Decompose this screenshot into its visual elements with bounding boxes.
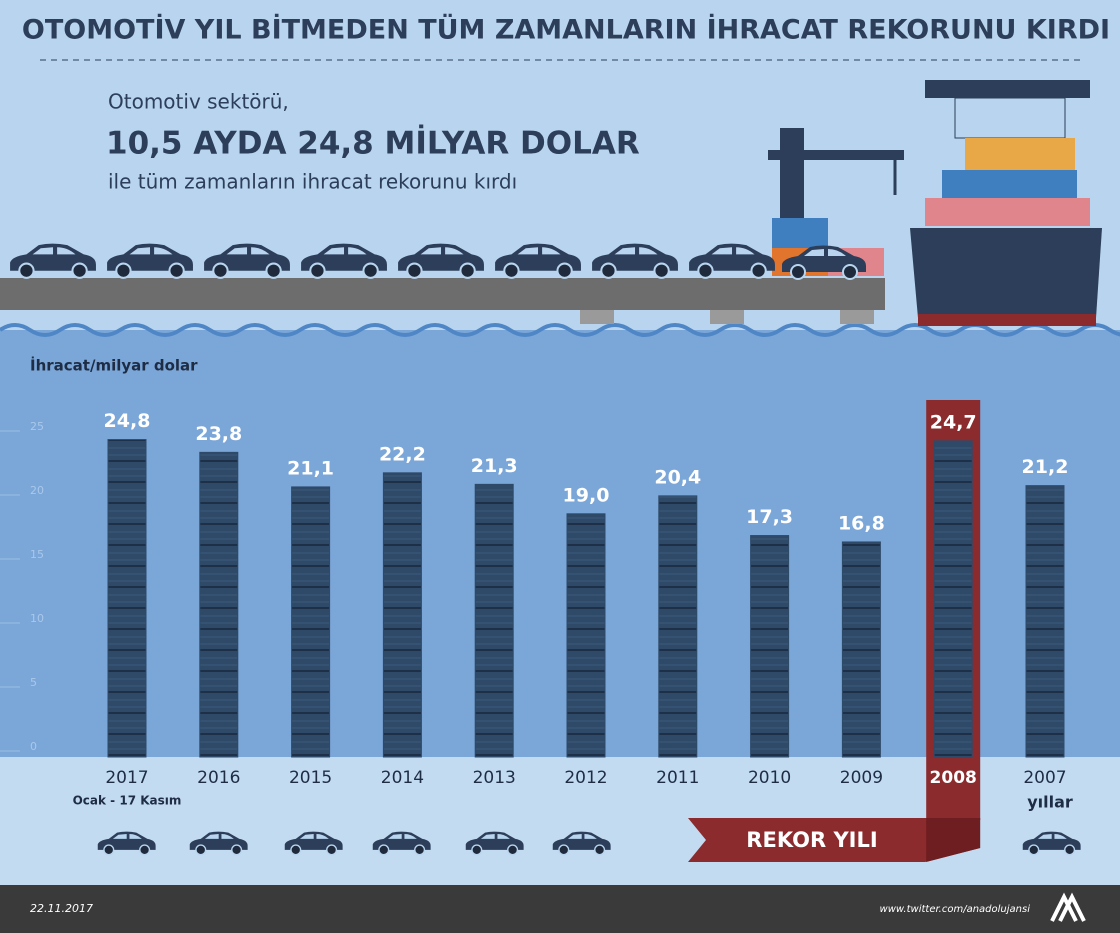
x-tick-label: 2007 <box>1023 768 1066 788</box>
container <box>965 138 1075 170</box>
bar <box>199 451 239 758</box>
footer-date: 22.11.2017 <box>30 902 93 915</box>
x-tick-label: 2014 <box>381 768 424 788</box>
x-tick-label: 2013 <box>473 768 516 788</box>
y-tick-label: 25 <box>30 420 44 433</box>
y-tick-label: 15 <box>30 548 44 561</box>
subtitle: ile tüm zamanların ihracat rekorunu kırd… <box>108 170 517 194</box>
y-tick-label: 10 <box>30 612 44 625</box>
bar <box>750 535 790 758</box>
value-label: 24,8 <box>104 410 151 432</box>
bar <box>566 513 606 758</box>
crane <box>780 128 804 228</box>
value-label: 21,2 <box>1022 456 1069 478</box>
value-label: 23,8 <box>195 423 242 445</box>
x-tick-label: 2010 <box>748 768 791 788</box>
value-label: 19,0 <box>563 484 610 506</box>
bar <box>933 440 973 758</box>
y-tick-label: 0 <box>30 740 37 753</box>
bar <box>291 486 331 758</box>
container <box>942 170 1077 198</box>
bar <box>841 541 881 758</box>
value-label: 22,2 <box>379 443 426 465</box>
container <box>925 198 1090 226</box>
x-tick-label: 2011 <box>656 768 699 788</box>
pier-leg <box>840 310 874 324</box>
ribbon-fold <box>926 818 981 862</box>
ship-bridge <box>925 80 1090 98</box>
footer-bar <box>0 885 1120 933</box>
y-axis-label: İhracat/milyar dolar <box>30 356 198 375</box>
x-tick-label: 2008 <box>930 768 977 788</box>
ship-keel <box>918 314 1096 326</box>
value-label: 16,8 <box>838 512 885 534</box>
y-tick-label: 5 <box>30 676 37 689</box>
subtitle: Otomotiv sektörü, <box>108 90 289 114</box>
crane-arm <box>768 150 904 160</box>
container <box>772 218 828 248</box>
x-tick-label: 2017 <box>105 768 148 788</box>
pier-leg <box>710 310 744 324</box>
x-axis-label: yıllar <box>1027 793 1073 812</box>
value-label: 21,1 <box>287 457 334 479</box>
value-label: 24,7 <box>930 411 977 433</box>
value-label: 21,3 <box>471 455 518 477</box>
x-tick-label: 2012 <box>564 768 607 788</box>
ship-hull <box>910 228 1102 318</box>
highlight-ribbon <box>688 818 980 862</box>
logo <box>1050 892 1086 922</box>
pier-leg <box>580 310 614 324</box>
pier <box>0 278 885 310</box>
bar <box>107 439 147 758</box>
bar <box>1025 485 1065 758</box>
x-tick-label: 2015 <box>289 768 332 788</box>
bar <box>658 495 698 758</box>
value-label: 20,4 <box>654 466 701 488</box>
headline: 10,5 AYDA 24,8 MİLYAR DOLAR <box>106 126 640 162</box>
ship-tower <box>954 97 1066 139</box>
bar <box>474 483 514 758</box>
x-tick-label: 2009 <box>840 768 883 788</box>
footer-source: www.twitter.com/anadolujansi <box>880 904 1031 915</box>
x-tick-label: 2016 <box>197 768 240 788</box>
y-tick-label: 20 <box>30 484 44 497</box>
bar <box>382 472 422 758</box>
title: OTOMOTİV YIL BİTMEDEN TÜM ZAMANLARIN İHR… <box>22 13 1110 46</box>
highlight-label: REKOR YILI <box>746 828 877 852</box>
category-note: Ocak - 17 Kasım <box>73 794 182 808</box>
value-label: 17,3 <box>746 506 793 528</box>
wave <box>0 323 1120 337</box>
